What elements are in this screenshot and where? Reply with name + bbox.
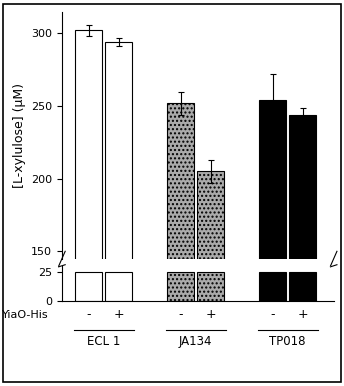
Bar <box>105 42 132 386</box>
Bar <box>197 272 224 301</box>
Y-axis label: [L-xylulose] (μM): [L-xylulose] (μM) <box>12 83 25 188</box>
Text: YiaO-His: YiaO-His <box>2 310 49 320</box>
Text: ECL 1: ECL 1 <box>87 335 120 348</box>
Text: JA134: JA134 <box>179 335 213 348</box>
Bar <box>259 272 286 301</box>
Text: -: - <box>270 308 275 321</box>
Text: +: + <box>205 308 216 321</box>
Text: TP018: TP018 <box>269 335 306 348</box>
Text: -: - <box>86 308 91 321</box>
Bar <box>289 115 316 386</box>
Text: -: - <box>179 308 183 321</box>
Bar <box>75 272 102 301</box>
Bar <box>75 30 102 386</box>
Text: +: + <box>298 308 308 321</box>
Bar <box>167 103 194 386</box>
Text: +: + <box>114 308 124 321</box>
Bar <box>197 171 224 386</box>
Bar <box>167 272 194 301</box>
Bar <box>259 100 286 386</box>
Bar <box>289 272 316 301</box>
Bar <box>105 272 132 301</box>
